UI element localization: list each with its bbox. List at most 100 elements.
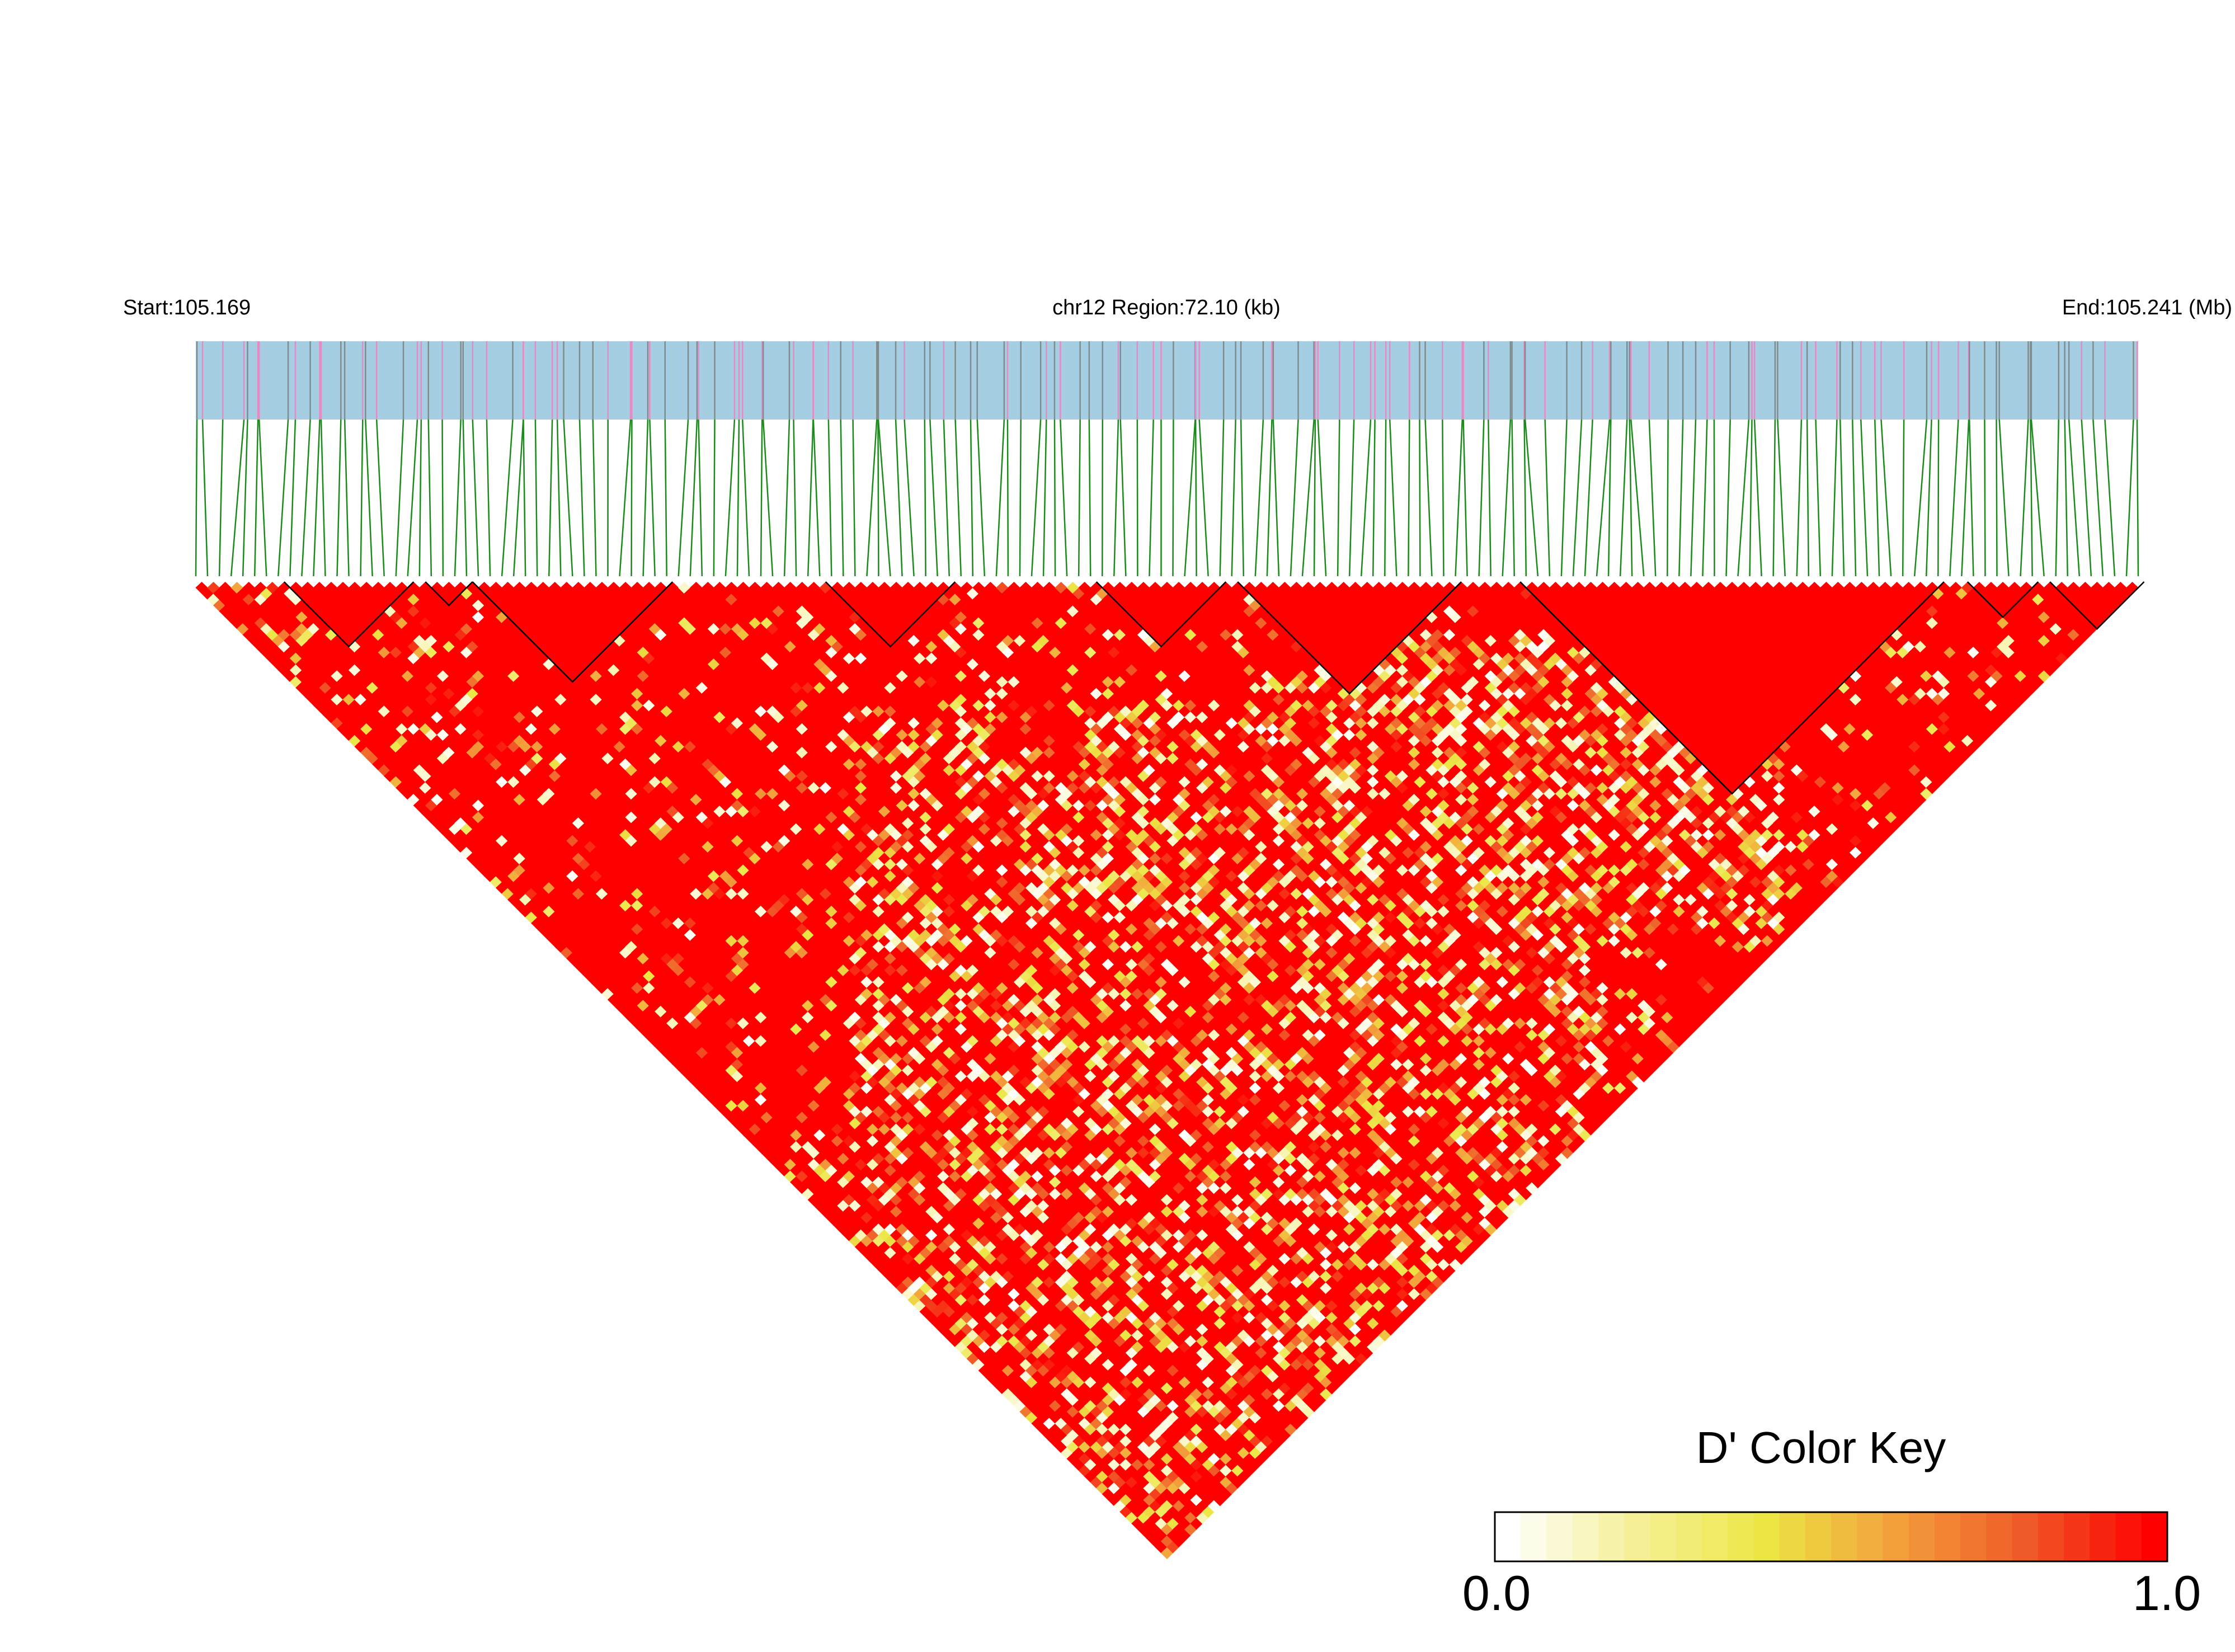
snp-connector xyxy=(1149,419,1154,577)
snp-connector xyxy=(360,419,364,577)
snp-connector xyxy=(230,419,245,577)
snp-connector xyxy=(313,419,321,577)
snp-connector xyxy=(1925,419,1932,577)
snp-connector xyxy=(1442,419,1444,577)
snp-connector xyxy=(1219,419,1225,577)
snp-connector xyxy=(2055,419,2059,577)
snp-connector xyxy=(344,419,350,577)
snp-connector xyxy=(1290,419,1299,577)
snp-connector xyxy=(1102,419,1104,577)
snp-connector xyxy=(2030,419,2033,577)
snp-connector xyxy=(578,419,585,577)
snp-connector xyxy=(976,419,986,577)
snp-connector xyxy=(1880,419,1892,577)
snp-connector xyxy=(1266,419,1273,577)
snp-connector xyxy=(760,419,763,577)
snp-connector xyxy=(1648,419,1657,577)
snp-connector xyxy=(1772,419,1776,577)
snp-connector xyxy=(793,419,797,577)
snp-connector xyxy=(253,419,259,577)
snp-connector xyxy=(1874,419,1880,577)
snp-connector xyxy=(2068,419,2081,577)
snp-connector xyxy=(1502,419,1512,577)
snp-connector xyxy=(1596,419,1611,577)
ld-cell xyxy=(230,582,243,594)
snp-connector xyxy=(556,419,562,577)
snp-connector xyxy=(1119,419,1127,577)
snp-connector xyxy=(1984,419,1986,577)
snp-connector xyxy=(407,419,418,577)
snp-connector xyxy=(783,419,791,577)
snp-connector xyxy=(1702,419,1708,577)
snp-connector xyxy=(1042,419,1047,577)
snp-connector xyxy=(301,419,311,577)
snp-connector xyxy=(1949,419,1959,577)
snp-connector xyxy=(827,419,832,577)
snp-track-background xyxy=(196,341,2138,420)
snp-connector xyxy=(741,419,750,577)
snp-connector xyxy=(929,419,938,577)
snp-connector xyxy=(1852,419,1857,577)
snp-connector xyxy=(736,419,740,577)
snp-connector xyxy=(563,419,573,577)
snp-connector xyxy=(2136,419,2139,577)
snp-connector xyxy=(375,419,385,577)
snp-connector xyxy=(1198,419,1209,577)
snp-connector xyxy=(1113,419,1119,577)
snp-connector xyxy=(1902,419,1905,577)
snp-connector xyxy=(1088,419,1091,577)
region-label: chr12 Region:72.10 (kb) xyxy=(1052,296,1281,319)
snp-connector xyxy=(1544,419,1551,577)
snp-connector xyxy=(2081,419,2092,577)
snp-connector xyxy=(1667,419,1669,577)
snp-connector xyxy=(1184,419,1196,577)
snp-connector xyxy=(242,419,248,577)
snp-connector xyxy=(548,419,553,577)
snp-connector xyxy=(258,419,267,577)
snp-connector xyxy=(218,419,224,577)
snp-connector xyxy=(395,419,404,577)
ld-cell xyxy=(348,582,361,594)
snp-connector xyxy=(592,419,597,577)
ld-cell xyxy=(360,582,373,594)
snp-connector xyxy=(995,419,1005,577)
snp-connector xyxy=(523,419,526,577)
snp-connector xyxy=(904,419,915,577)
snp-connector xyxy=(365,419,373,577)
snp-connector xyxy=(1077,419,1081,577)
snp-connector xyxy=(1389,419,1398,577)
snp-connector xyxy=(1523,419,1527,577)
snp-connector xyxy=(277,419,289,577)
snp-connector xyxy=(1301,419,1315,577)
snp-connector xyxy=(1240,419,1245,577)
snp-connector xyxy=(1272,419,1280,577)
snp-connector xyxy=(1408,419,1410,577)
snp-connector xyxy=(1725,419,1731,577)
snp-connector xyxy=(486,419,491,577)
ld-cell xyxy=(242,582,255,594)
snp-connector xyxy=(1607,419,1612,577)
snp-connector xyxy=(1753,419,1762,577)
snp-connector xyxy=(954,419,962,577)
snp-connector xyxy=(1629,419,1633,577)
snp-connector xyxy=(289,419,297,577)
snp-connector xyxy=(1254,419,1264,577)
snp-connector xyxy=(970,419,974,577)
ld-cell xyxy=(219,582,232,594)
snp-connector xyxy=(1839,419,1845,577)
snp-connector xyxy=(2020,419,2029,577)
end-label: End:105.241 (Mb) xyxy=(2062,296,2232,319)
snp-connector xyxy=(1462,419,1468,577)
ld-cell xyxy=(207,582,220,594)
snp-connector xyxy=(1584,419,1593,577)
snp-connector xyxy=(1913,419,1928,577)
snp-connector xyxy=(427,419,432,577)
snp-position-track xyxy=(196,341,2138,420)
snp-connector xyxy=(1317,419,1327,577)
snp-track-markers xyxy=(196,341,2138,420)
snp-connector xyxy=(1455,419,1464,577)
snp-connector xyxy=(1860,419,1869,577)
ld-cell xyxy=(336,582,350,594)
snp-connector xyxy=(713,419,716,577)
snp-connector xyxy=(1560,419,1568,577)
